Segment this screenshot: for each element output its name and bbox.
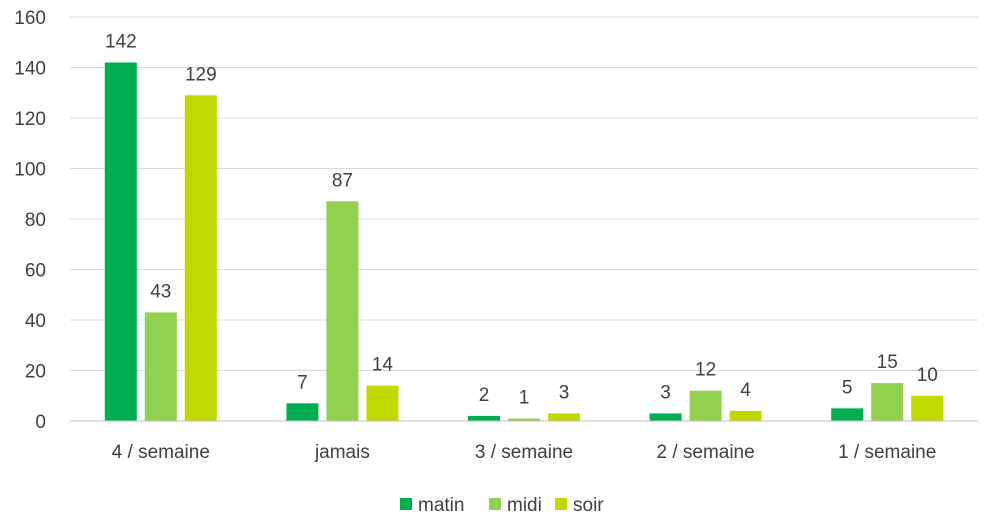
bar-matin: [649, 413, 682, 421]
legend-label-midi: midi: [507, 495, 542, 516]
y-tick-label: 120: [14, 109, 46, 130]
y-tick-label: 160: [14, 8, 46, 29]
x-tick-label: 3 / semaine: [475, 442, 573, 463]
x-tick-label: 2 / semaine: [656, 442, 754, 463]
x-tick-label: 1 / semaine: [838, 442, 936, 463]
legend-swatch-soir: [555, 498, 567, 510]
y-tick-label: 60: [25, 261, 46, 282]
x-tick-label: 4 / semaine: [112, 442, 210, 463]
gridlines: [70, 16, 978, 371]
data-label: 12: [695, 360, 716, 381]
data-label: 4: [740, 380, 751, 401]
bar-matin: [286, 403, 319, 421]
legend-label-soir: soir: [573, 495, 604, 516]
data-label: 43: [150, 281, 171, 302]
legend-swatch-midi: [489, 498, 501, 510]
y-tick-label: 20: [25, 362, 46, 383]
data-label: 7: [297, 372, 308, 393]
bar-matin: [104, 62, 137, 421]
bar-soir: [911, 395, 944, 421]
y-tick-label: 0: [35, 412, 46, 433]
bar-matin: [468, 415, 500, 421]
bar-midi: [144, 312, 177, 421]
legend-swatch-matin: [400, 498, 412, 510]
data-label: 3: [559, 382, 570, 403]
data-label: 14: [372, 355, 394, 376]
bar-soir: [184, 95, 217, 422]
legend: matin midi soir: [400, 495, 604, 516]
bars: [104, 62, 944, 422]
bar-soir: [729, 410, 762, 421]
data-label: 10: [917, 365, 938, 386]
x-axis-tick-labels: 4 / semaine jamais 3 / semaine 2 / semaine 1…: [112, 442, 937, 463]
y-tick-label: 100: [14, 160, 46, 181]
data-label: 129: [185, 64, 217, 85]
data-label: 5: [842, 377, 853, 398]
data-label: 1: [519, 387, 530, 408]
y-tick-label: 140: [14, 59, 46, 80]
bar-soir: [366, 385, 399, 421]
y-axis-tick-labels: 0 20 40 60 80 100 120 140 160: [14, 8, 46, 433]
y-tick-label: 80: [25, 210, 46, 231]
data-label: 2: [479, 385, 490, 406]
data-label: 3: [660, 382, 671, 403]
data-label: 15: [877, 352, 898, 373]
bar-soir: [548, 413, 580, 421]
x-tick-label: jamais: [314, 442, 370, 463]
bar-midi: [871, 383, 904, 421]
bar-midi: [508, 418, 540, 421]
data-label: 87: [332, 170, 353, 191]
y-tick-label: 40: [25, 311, 46, 332]
legend-label-matin: matin: [418, 495, 464, 516]
bar-matin: [831, 408, 864, 421]
bar-midi: [326, 201, 359, 421]
data-label: 142: [105, 31, 137, 52]
bar-midi: [689, 390, 722, 421]
